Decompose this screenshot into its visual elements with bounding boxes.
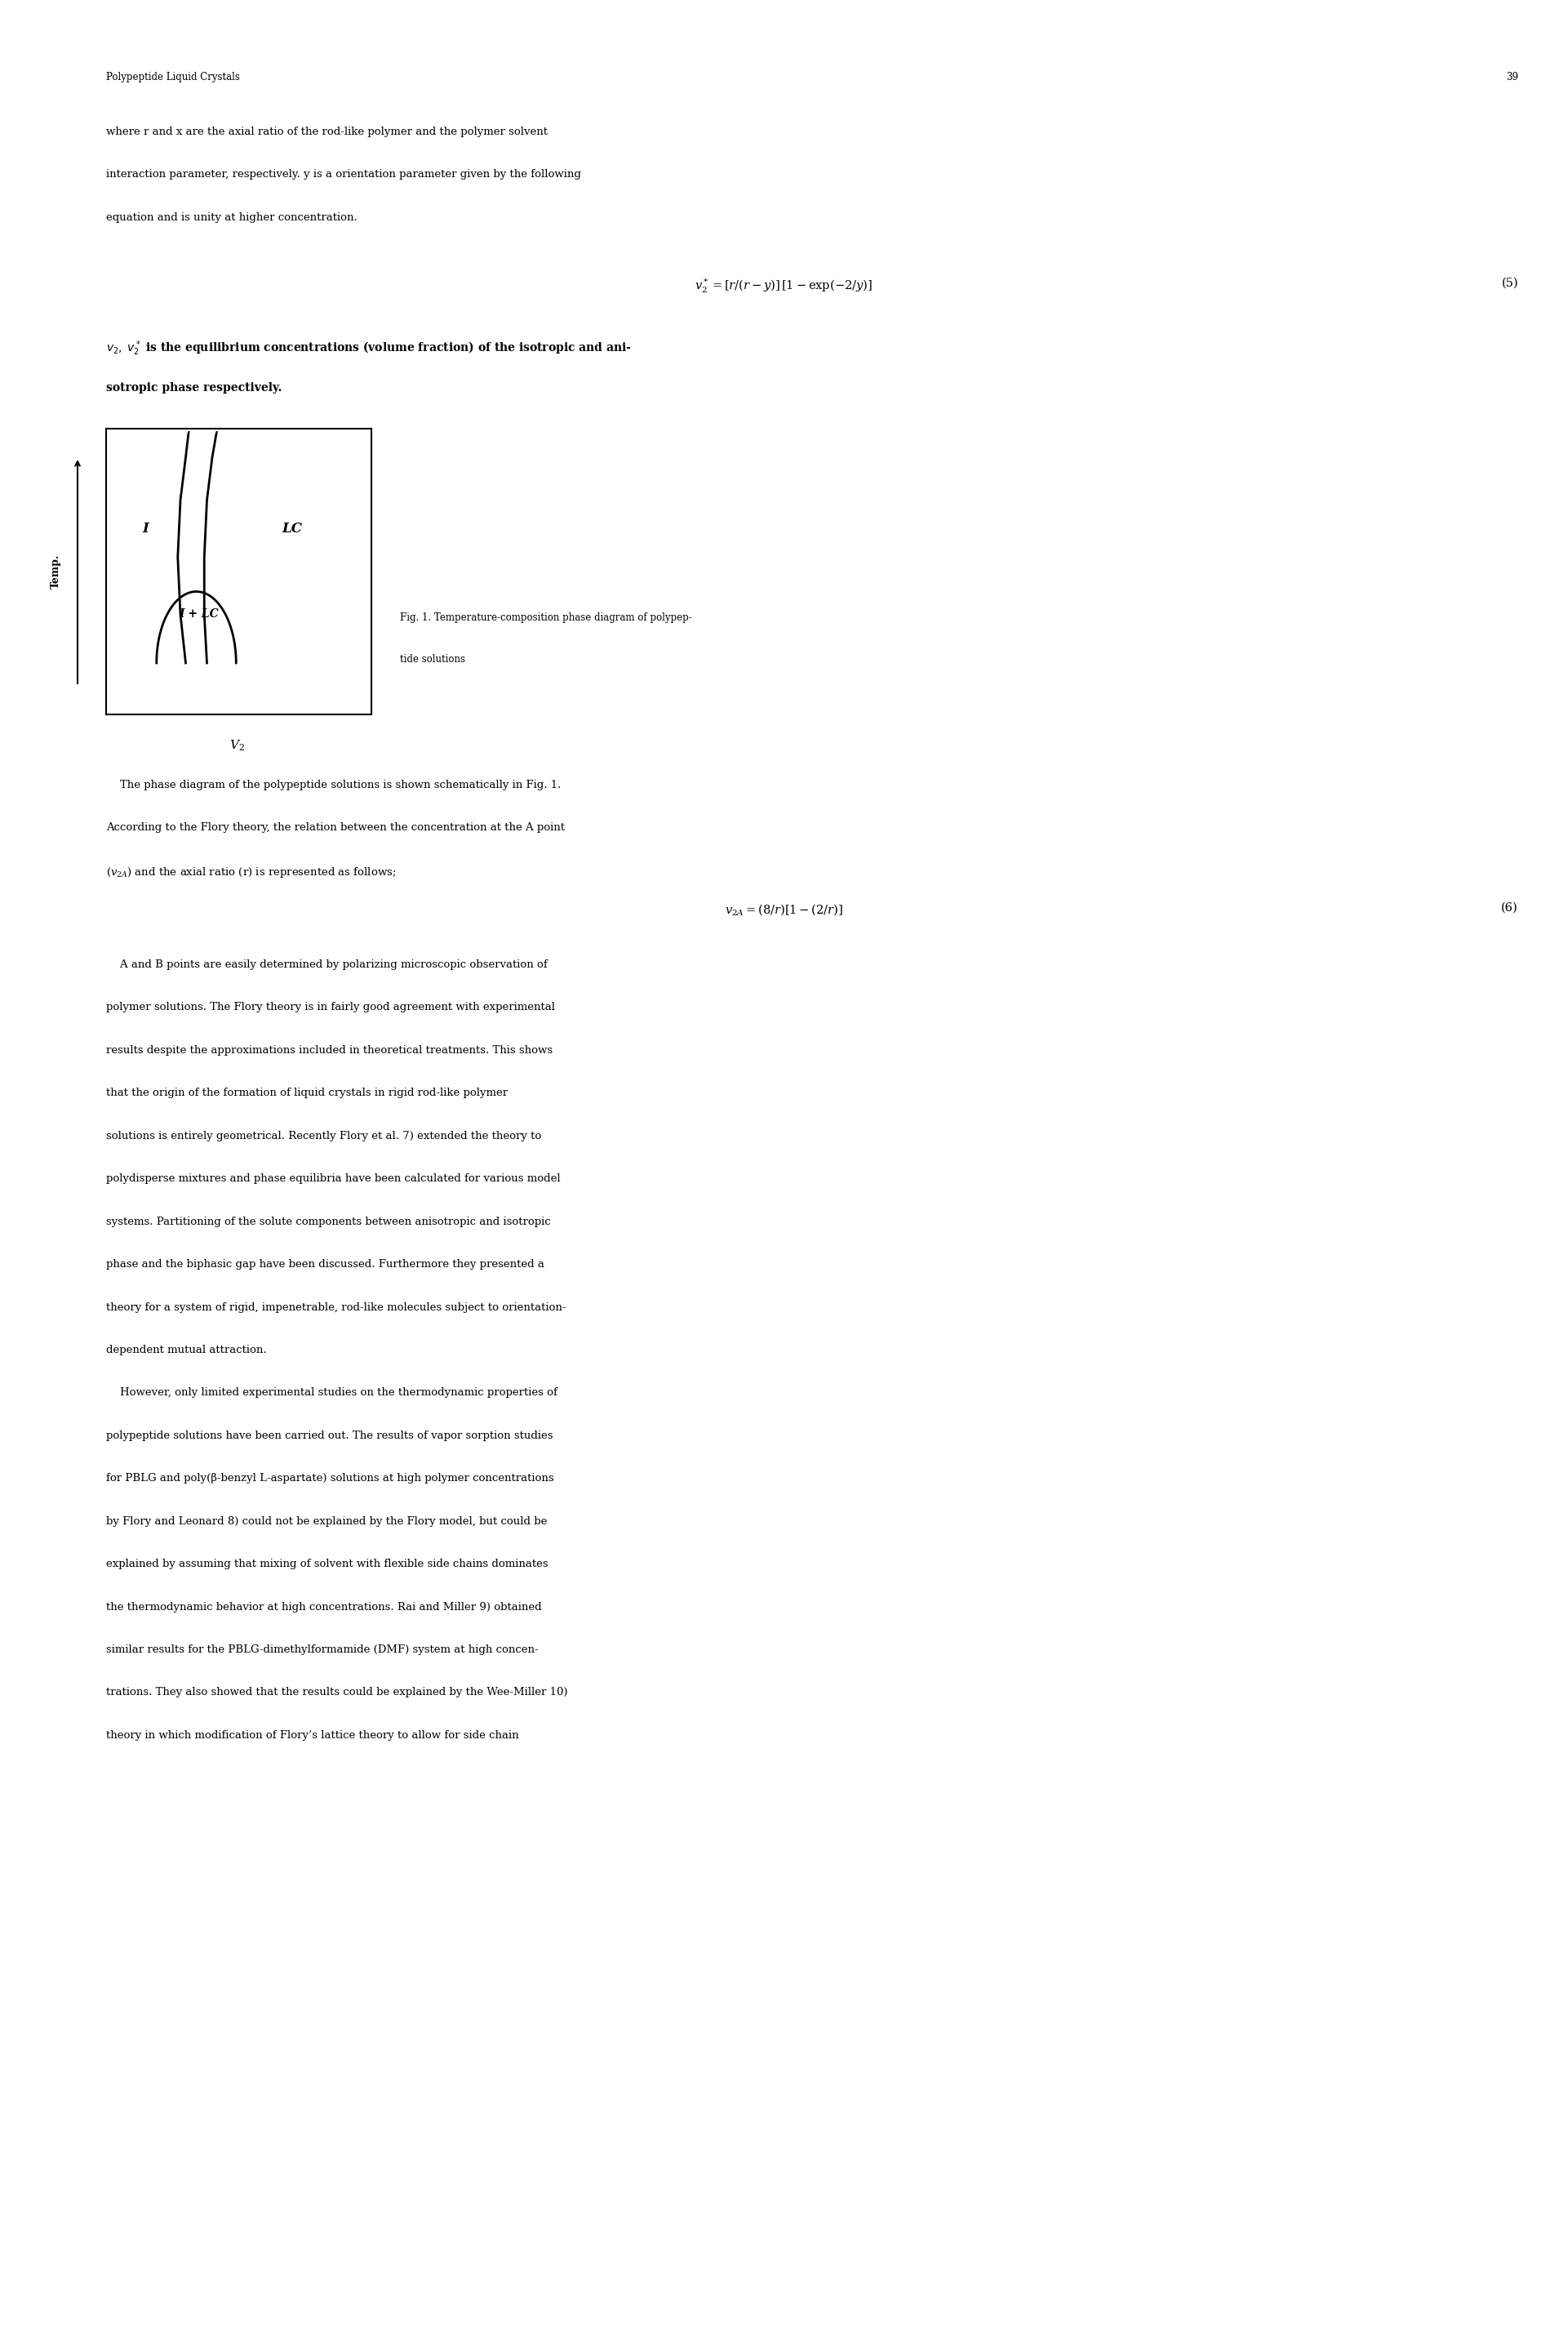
Text: (5): (5) (1502, 277, 1518, 289)
Text: sotropic phase respectively.: sotropic phase respectively. (107, 382, 282, 393)
Text: $v_2,\; v_2^*$ is the equilibrium concentrations (volume fraction) of the isotro: $v_2,\; v_2^*$ is the equilibrium concen… (107, 340, 632, 358)
Text: similar results for the PBLG-dimethylformamide (DMF) system at high concen-: similar results for the PBLG-dimethylfor… (107, 1645, 538, 1654)
Text: Temp.: Temp. (50, 554, 61, 589)
Text: I: I (143, 521, 149, 535)
Text: results despite the approximations included in theoretical treatments. This show: results despite the approximations inclu… (107, 1045, 552, 1056)
Text: tide solutions: tide solutions (400, 654, 466, 666)
Text: I + LC: I + LC (179, 610, 220, 619)
Text: Fig. 1. Temperature-composition phase diagram of polypep-: Fig. 1. Temperature-composition phase di… (400, 612, 691, 624)
Text: According to the Flory theory, the relation between the concentration at the A p: According to the Flory theory, the relat… (107, 821, 564, 833)
Text: A and B points are easily determined by polarizing microscopic observation of: A and B points are easily determined by … (107, 959, 547, 970)
Text: (6): (6) (1501, 903, 1518, 915)
Text: The phase diagram of the polypeptide solutions is shown schematically in Fig. 1.: The phase diagram of the polypeptide sol… (107, 780, 561, 791)
Text: that the origin of the formation of liquid crystals in rigid rod-like polymer: that the origin of the formation of liqu… (107, 1087, 508, 1098)
Text: $v_2^* = [r/(r - y)]\,[1 - \exp(-2/y)]$: $v_2^* = [r/(r - y)]\,[1 - \exp(-2/y)]$ (695, 277, 872, 296)
Text: systems. Partitioning of the solute components between anisotropic and isotropic: systems. Partitioning of the solute comp… (107, 1217, 550, 1226)
Text: theory for a system of rigid, impenetrable, rod-like molecules subject to orient: theory for a system of rigid, impenetrab… (107, 1301, 566, 1312)
Text: dependent mutual attraction.: dependent mutual attraction. (107, 1345, 267, 1354)
Text: $v_{2A} = (8/r)[1 - (2/r)]$: $v_{2A} = (8/r)[1 - (2/r)]$ (724, 903, 842, 917)
Text: theory in which modification of Flory’s lattice theory to allow for side chain: theory in which modification of Flory’s … (107, 1729, 519, 1741)
Text: polydisperse mixtures and phase equilibria have been calculated for various mode: polydisperse mixtures and phase equilibr… (107, 1173, 560, 1184)
Text: interaction parameter, respectively. y is a orientation parameter given by the f: interaction parameter, respectively. y i… (107, 170, 582, 179)
Text: polymer solutions. The Flory theory is in fairly good agreement with experimenta: polymer solutions. The Flory theory is i… (107, 1003, 555, 1012)
Text: Polypeptide Liquid Crystals: Polypeptide Liquid Crystals (107, 72, 240, 81)
Text: $V_2$: $V_2$ (229, 740, 245, 754)
Text: by Flory and Leonard 8) could not be explained by the Flory model, but could be: by Flory and Leonard 8) could not be exp… (107, 1515, 547, 1527)
Text: 39: 39 (1505, 72, 1518, 81)
Text: phase and the biphasic gap have been discussed. Furthermore they presented a: phase and the biphasic gap have been dis… (107, 1259, 544, 1271)
Text: LC: LC (282, 521, 303, 535)
Text: trations. They also showed that the results could be explained by the Wee-Miller: trations. They also showed that the resu… (107, 1687, 568, 1699)
Text: equation and is unity at higher concentration.: equation and is unity at higher concentr… (107, 212, 358, 223)
Text: solutions is entirely geometrical. Recently Flory et al. 7) extended the theory : solutions is entirely geometrical. Recen… (107, 1131, 541, 1140)
Text: polypeptide solutions have been carried out. The results of vapor sorption studi: polypeptide solutions have been carried … (107, 1431, 554, 1440)
Text: explained by assuming that mixing of solvent with flexible side chains dominates: explained by assuming that mixing of sol… (107, 1559, 549, 1568)
Text: for PBLG and poly(β-benzyl L-aspartate) solutions at high polymer concentrations: for PBLG and poly(β-benzyl L-aspartate) … (107, 1473, 554, 1485)
Text: where r and x are the axial ratio of the rod-like polymer and the polymer solven: where r and x are the axial ratio of the… (107, 126, 547, 137)
Text: However, only limited experimental studies on the thermodynamic properties of: However, only limited experimental studi… (107, 1387, 557, 1399)
Text: $(v_{2A})$ and the axial ratio (r) is represented as follows;: $(v_{2A})$ and the axial ratio (r) is re… (107, 866, 397, 880)
Text: the thermodynamic behavior at high concentrations. Rai and Miller 9) obtained: the thermodynamic behavior at high conce… (107, 1601, 541, 1613)
